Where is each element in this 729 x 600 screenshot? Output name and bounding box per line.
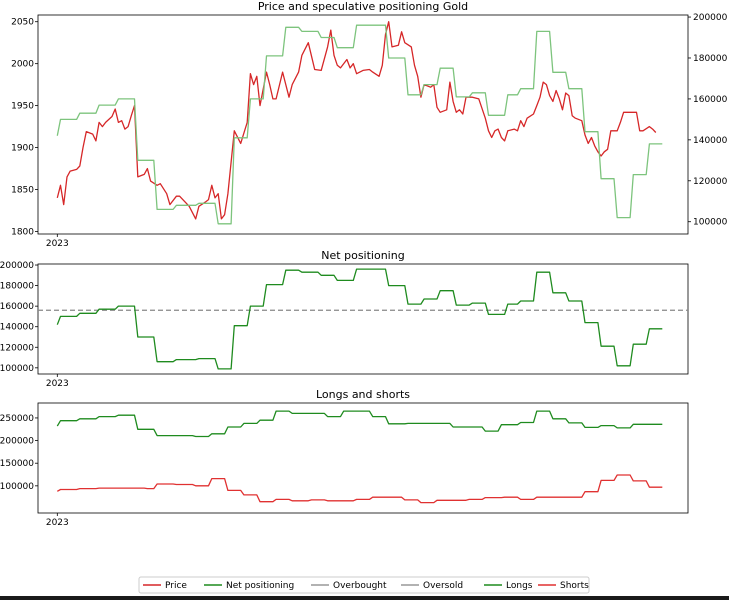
- y-right-tick-label: 100000: [693, 218, 728, 228]
- window-bottom-edge: [0, 596, 729, 600]
- y-tick-label: 1900: [11, 144, 34, 154]
- longs-shorts-panel: Longs and shorts 100000 150000 200000 25000…: [0, 388, 689, 528]
- y-tick-label: 150000: [0, 459, 34, 469]
- legend: Price Net positioning Overbought Oversold Lo…: [138, 576, 590, 594]
- net-positioning-line: [56, 268, 663, 370]
- net-positioning-panel: Net positioning 100000 120000 140000 160000…: [0, 249, 689, 389]
- y-tick-label: 1800: [11, 227, 34, 237]
- y-tick-label: 1950: [11, 102, 34, 112]
- x-tick-label: 2023: [46, 379, 69, 389]
- plot-frame-2: [37, 402, 689, 514]
- legend-label-shorts: Shorts: [560, 581, 589, 591]
- y-tick-label: 100000: [0, 364, 34, 374]
- legend-label-price: Price: [165, 581, 187, 591]
- y-tick-label: 250000: [0, 414, 34, 424]
- y-tick-label: 100000: [0, 482, 34, 492]
- price-positioning-plot: 1800 1850 1900 1950 2000 2050 100000 120000 1400…: [11, 13, 728, 249]
- legend-items: Price Net positioning Overbought Oversold Lo…: [143, 581, 589, 591]
- chart-title-longs-shorts: Longs and shorts: [316, 388, 410, 401]
- y-tick-label: 140000: [0, 323, 34, 333]
- legend-label-overbought: Overbought: [333, 581, 387, 591]
- price-positioning-panel: Price and speculative positioning Gold 1…: [11, 0, 728, 249]
- y-tick-label: 200000: [0, 261, 34, 271]
- longs-shorts-plot: 100000 150000 200000 250000 2023: [0, 402, 689, 528]
- legend-label-longs: Longs: [506, 581, 533, 591]
- legend-label-oversold: Oversold: [423, 581, 463, 591]
- y-tick-label: 1850: [11, 186, 34, 196]
- y-tick-label: 120000: [0, 343, 34, 353]
- plot-frame-0: [37, 14, 689, 235]
- chart-title-net-positioning: Net positioning: [321, 249, 404, 262]
- y-right-tick-label: 200000: [693, 13, 728, 23]
- longs-line: [56, 410, 663, 438]
- x-tick-label: 2023: [46, 239, 69, 249]
- y-right-tick-label: 180000: [693, 54, 728, 64]
- chart-title-price-positioning: Price and speculative positioning Gold: [258, 0, 468, 13]
- legend-label-net-positioning: Net positioning: [226, 581, 294, 591]
- y-tick-label: 160000: [0, 302, 34, 312]
- y-tick-label: 2050: [11, 18, 34, 28]
- y-right-tick-label: 120000: [693, 177, 728, 187]
- y-tick-label: 200000: [0, 437, 34, 447]
- plot-frame-1: [37, 263, 689, 375]
- y-right-tick-label: 140000: [693, 136, 728, 146]
- price-line: [56, 21, 657, 220]
- y-tick-label: 2000: [11, 60, 34, 70]
- longs_top-line: [56, 24, 663, 225]
- legend-box: [138, 576, 590, 594]
- y-tick-label: 180000: [0, 282, 34, 292]
- net-positioning-plot: 100000 120000 140000 160000 180000 200000 2023: [0, 261, 689, 389]
- x-tick-label: 2023: [46, 518, 69, 528]
- shorts-line: [56, 474, 663, 504]
- y-right-tick-label: 160000: [693, 95, 728, 105]
